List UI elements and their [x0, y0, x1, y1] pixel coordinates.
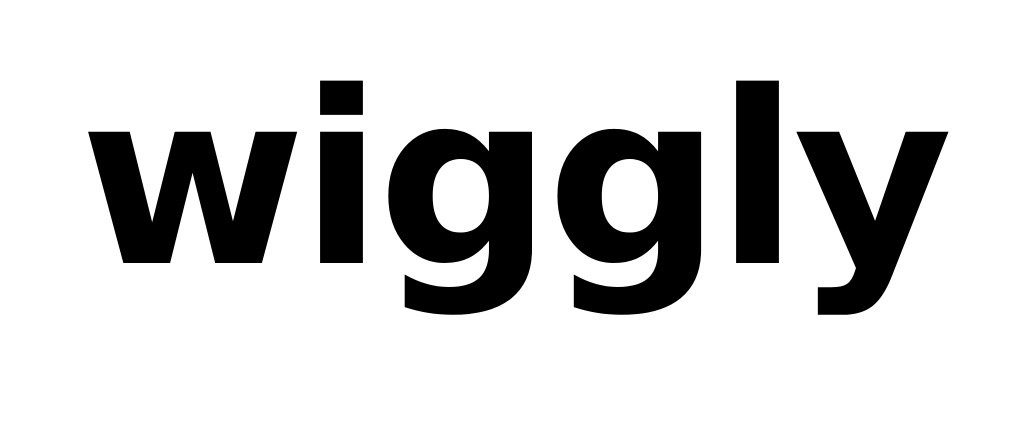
brand-logo: wiggly — [79, 48, 952, 348]
brand-wordmark: wiggly — [79, 40, 952, 320]
